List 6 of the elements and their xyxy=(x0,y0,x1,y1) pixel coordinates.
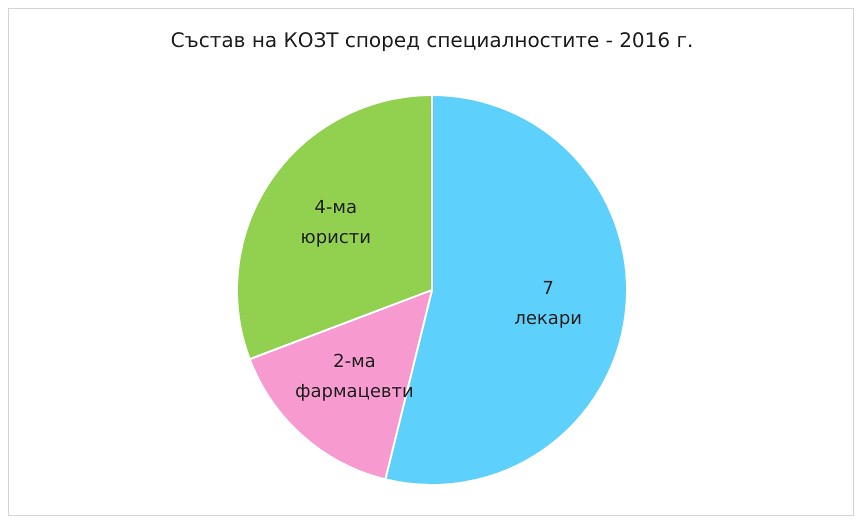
slice-label: лекари xyxy=(514,308,582,329)
slice-label: юристи xyxy=(300,227,371,248)
data-label: 2-ма xyxy=(333,351,376,372)
chart-title: Състав на КОЗТ според специалностите - 2016 г. xyxy=(170,28,694,52)
data-label: 4-ма xyxy=(314,197,357,218)
data-label: 7 xyxy=(542,278,554,299)
